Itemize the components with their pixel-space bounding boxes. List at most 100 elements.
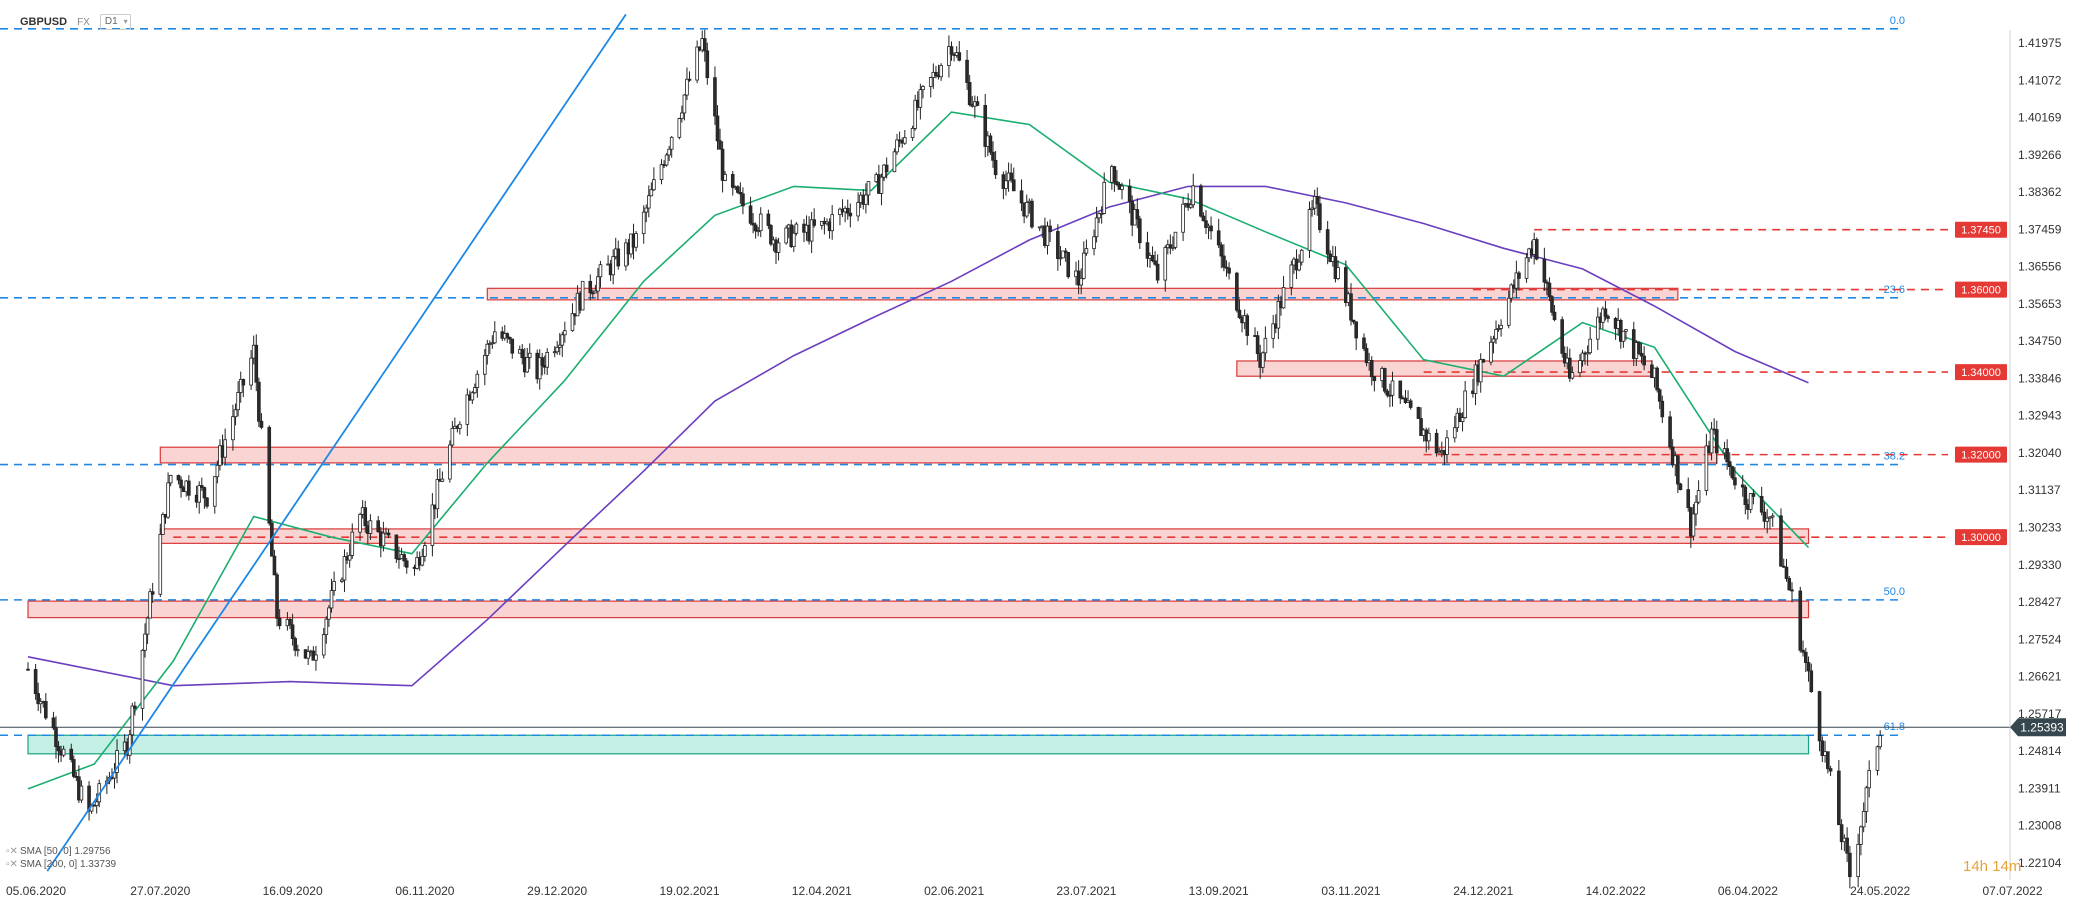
candle (973, 95, 977, 119)
legend-sma50[interactable]: ▫✕ SMA [50, 0] 1.29756 (6, 846, 111, 857)
candle (1318, 195, 1322, 233)
candle (257, 377, 261, 428)
fib-label-2: 38.2 (1884, 451, 1905, 463)
candle (1578, 354, 1582, 378)
candle (1102, 172, 1107, 215)
candle-body (892, 151, 897, 173)
candle (848, 203, 853, 228)
candle (332, 571, 336, 596)
candle-body (1499, 324, 1503, 329)
candle (659, 159, 664, 185)
candle (458, 421, 462, 435)
candle (1570, 366, 1575, 380)
candle (1580, 349, 1585, 367)
candle-body (1403, 397, 1408, 403)
candle-body (1489, 341, 1493, 363)
candle (1398, 380, 1403, 404)
candle-body (1696, 490, 1701, 503)
candle-body (1094, 217, 1099, 238)
level-tag-bg (1955, 221, 2007, 238)
candle (540, 352, 545, 376)
candle-body (687, 78, 692, 81)
candle (687, 71, 692, 82)
candle (340, 577, 344, 584)
candle (1686, 477, 1691, 512)
candle (1201, 212, 1206, 222)
candle (327, 605, 331, 627)
candle-body (1024, 202, 1029, 217)
candle-body (967, 82, 972, 106)
candle-body (1245, 315, 1250, 336)
candle-body (1084, 248, 1089, 254)
candle-body (150, 591, 155, 595)
candle (1445, 430, 1449, 463)
candle-body (51, 717, 56, 729)
candle (723, 171, 727, 182)
candle-body (895, 139, 899, 153)
candle (1092, 229, 1096, 256)
candle (1186, 193, 1190, 211)
candle-body (1570, 372, 1575, 379)
candle-body (758, 213, 763, 232)
candle (1289, 260, 1294, 296)
candle-body (215, 464, 220, 478)
market-selector[interactable]: FX (77, 16, 90, 28)
candle-body (402, 554, 406, 562)
candle-body (485, 343, 490, 356)
candle (1171, 236, 1175, 252)
candle (450, 421, 455, 447)
candle-body (527, 352, 532, 358)
candle-body (233, 409, 238, 418)
candle (321, 627, 326, 659)
candle (505, 332, 510, 343)
candle (1382, 367, 1387, 394)
timeframe-selector[interactable]: D1 (99, 14, 131, 30)
candle-body (347, 554, 352, 561)
candle (1781, 558, 1786, 568)
candle-body (1478, 359, 1483, 383)
candle (1848, 845, 1852, 889)
candle (1066, 252, 1071, 279)
candle-body (545, 352, 550, 368)
candle-body (254, 344, 259, 383)
candle (1481, 358, 1486, 363)
candle-body (475, 373, 480, 388)
symbol-label[interactable]: GBPUSD (20, 16, 68, 28)
candle-body (552, 351, 557, 354)
y-tick-label: 1.39266 (2018, 148, 2062, 162)
candle-body (168, 475, 173, 484)
candle-body (1704, 445, 1709, 491)
level-tag-label: 1.32000 (1961, 450, 2001, 462)
candle (1837, 760, 1841, 826)
close-icon[interactable]: ▫✕ (6, 859, 18, 870)
candle-body (812, 219, 816, 226)
candle (1255, 331, 1260, 361)
candle (1801, 640, 1805, 657)
candle (527, 343, 532, 369)
candle-body (903, 137, 907, 144)
candle (537, 349, 542, 390)
candle-body (1191, 185, 1196, 206)
candle (1534, 237, 1539, 261)
candle (1115, 170, 1119, 187)
candle (667, 145, 671, 162)
candle (753, 222, 758, 239)
candle (1595, 307, 1600, 350)
candle (475, 370, 480, 398)
candle-body (756, 230, 760, 233)
candle-body (236, 392, 240, 411)
candle-body (1494, 329, 1498, 340)
candle-body (928, 77, 933, 87)
close-icon[interactable]: ▫✕ (6, 846, 18, 857)
candle-body (275, 574, 279, 619)
candle-body (702, 38, 707, 52)
candle (197, 481, 202, 514)
candle (1084, 239, 1089, 256)
candle-body (993, 159, 998, 176)
candle-body (1585, 352, 1590, 355)
candle-body (1787, 578, 1792, 591)
candle (983, 94, 988, 158)
candle (1276, 294, 1281, 340)
legend-sma200[interactable]: ▫✕ SMA [200, 0] 1.33739 (6, 859, 116, 870)
